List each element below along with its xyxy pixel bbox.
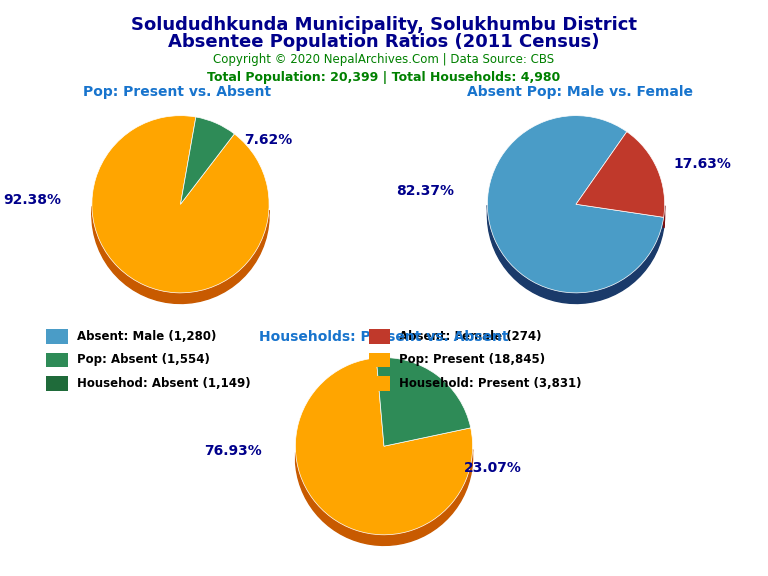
Text: Total Population: 20,399 | Total Households: 4,980: Total Population: 20,399 | Total Househo… <box>207 71 561 85</box>
Polygon shape <box>92 207 269 304</box>
Polygon shape <box>296 449 472 545</box>
Wedge shape <box>92 116 269 293</box>
Wedge shape <box>296 358 472 535</box>
Text: 92.38%: 92.38% <box>3 193 61 207</box>
Text: Households: Present vs. Absent: Households: Present vs. Absent <box>260 330 508 344</box>
Text: Solududhkunda Municipality, Solukhumbu District: Solududhkunda Municipality, Solukhumbu D… <box>131 16 637 34</box>
Text: 23.07%: 23.07% <box>464 461 521 475</box>
Text: Copyright © 2020 NepalArchives.Com | Data Source: CBS: Copyright © 2020 NepalArchives.Com | Dat… <box>214 53 554 66</box>
Text: 17.63%: 17.63% <box>674 157 731 172</box>
Wedge shape <box>376 358 471 446</box>
Wedge shape <box>488 116 664 293</box>
Text: Pop: Present vs. Absent: Pop: Present vs. Absent <box>83 85 270 99</box>
Text: Absent: Male (1,280): Absent: Male (1,280) <box>77 331 216 343</box>
Text: Absent: Female (274): Absent: Female (274) <box>399 331 542 343</box>
Text: Absentee Population Ratios (2011 Census): Absentee Population Ratios (2011 Census) <box>168 33 600 51</box>
Polygon shape <box>488 205 664 304</box>
Text: Pop: Present (18,845): Pop: Present (18,845) <box>399 354 545 366</box>
Text: Pop: Absent (1,554): Pop: Absent (1,554) <box>77 354 210 366</box>
Wedge shape <box>180 117 234 204</box>
Text: Household: Present (3,831): Household: Present (3,831) <box>399 377 582 389</box>
Text: 7.62%: 7.62% <box>244 134 293 147</box>
Wedge shape <box>576 132 664 217</box>
Text: 82.37%: 82.37% <box>396 184 454 198</box>
Text: Absent Pop: Male vs. Female: Absent Pop: Male vs. Female <box>467 85 693 99</box>
Text: Househod: Absent (1,149): Househod: Absent (1,149) <box>77 377 250 389</box>
Text: 76.93%: 76.93% <box>204 444 262 457</box>
